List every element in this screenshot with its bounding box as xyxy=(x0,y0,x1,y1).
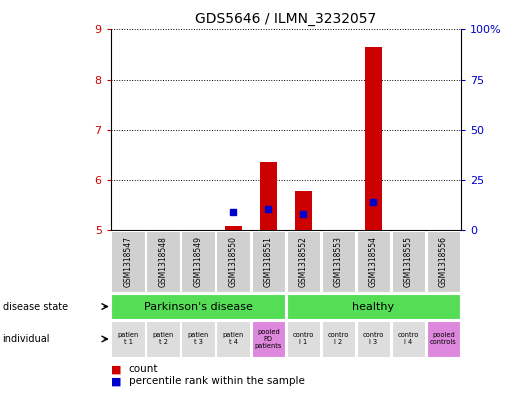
FancyBboxPatch shape xyxy=(286,231,320,292)
Text: pooled
PD
patients: pooled PD patients xyxy=(254,329,282,349)
Text: ■: ■ xyxy=(111,364,121,375)
Text: patien
t 1: patien t 1 xyxy=(117,332,139,345)
FancyBboxPatch shape xyxy=(181,321,215,357)
FancyBboxPatch shape xyxy=(146,231,180,292)
FancyBboxPatch shape xyxy=(111,231,145,292)
Text: patien
t 4: patien t 4 xyxy=(222,332,244,345)
Text: GSM1318548: GSM1318548 xyxy=(159,236,168,287)
Text: GSM1318547: GSM1318547 xyxy=(124,236,133,287)
FancyBboxPatch shape xyxy=(391,231,425,292)
Text: GSM1318555: GSM1318555 xyxy=(404,236,413,287)
Text: GSM1318551: GSM1318551 xyxy=(264,236,273,287)
Text: individual: individual xyxy=(3,334,50,344)
Bar xyxy=(225,226,242,230)
Text: contro
l 3: contro l 3 xyxy=(363,332,384,345)
Title: GDS5646 / ILMN_3232057: GDS5646 / ILMN_3232057 xyxy=(195,12,376,26)
FancyBboxPatch shape xyxy=(356,321,390,357)
Bar xyxy=(365,47,382,230)
FancyBboxPatch shape xyxy=(286,321,320,357)
Text: percentile rank within the sample: percentile rank within the sample xyxy=(129,376,305,386)
FancyBboxPatch shape xyxy=(251,231,285,292)
FancyBboxPatch shape xyxy=(146,321,180,357)
FancyBboxPatch shape xyxy=(111,321,145,357)
Text: GSM1318550: GSM1318550 xyxy=(229,236,238,287)
FancyBboxPatch shape xyxy=(251,321,285,357)
FancyBboxPatch shape xyxy=(321,321,355,357)
FancyBboxPatch shape xyxy=(111,294,285,319)
FancyBboxPatch shape xyxy=(356,231,390,292)
Text: GSM1318549: GSM1318549 xyxy=(194,236,203,287)
Text: contro
l 1: contro l 1 xyxy=(293,332,314,345)
FancyBboxPatch shape xyxy=(391,321,425,357)
Text: patien
t 2: patien t 2 xyxy=(152,332,174,345)
Text: healthy: healthy xyxy=(352,301,394,312)
Text: count: count xyxy=(129,364,158,375)
Bar xyxy=(260,162,277,230)
Text: contro
l 2: contro l 2 xyxy=(328,332,349,345)
Bar xyxy=(295,191,312,230)
FancyBboxPatch shape xyxy=(321,231,355,292)
FancyBboxPatch shape xyxy=(216,231,250,292)
Text: GSM1318553: GSM1318553 xyxy=(334,236,343,287)
Text: Parkinson's disease: Parkinson's disease xyxy=(144,301,253,312)
FancyBboxPatch shape xyxy=(426,321,460,357)
Text: GSM1318556: GSM1318556 xyxy=(439,236,448,287)
Text: patien
t 3: patien t 3 xyxy=(187,332,209,345)
FancyBboxPatch shape xyxy=(426,231,460,292)
Text: ■: ■ xyxy=(111,376,121,386)
FancyBboxPatch shape xyxy=(286,294,460,319)
Text: GSM1318552: GSM1318552 xyxy=(299,236,308,287)
Text: GSM1318554: GSM1318554 xyxy=(369,236,378,287)
FancyBboxPatch shape xyxy=(216,321,250,357)
FancyBboxPatch shape xyxy=(181,231,215,292)
Text: pooled
controls: pooled controls xyxy=(430,332,457,345)
Text: contro
l 4: contro l 4 xyxy=(398,332,419,345)
Text: disease state: disease state xyxy=(3,301,67,312)
